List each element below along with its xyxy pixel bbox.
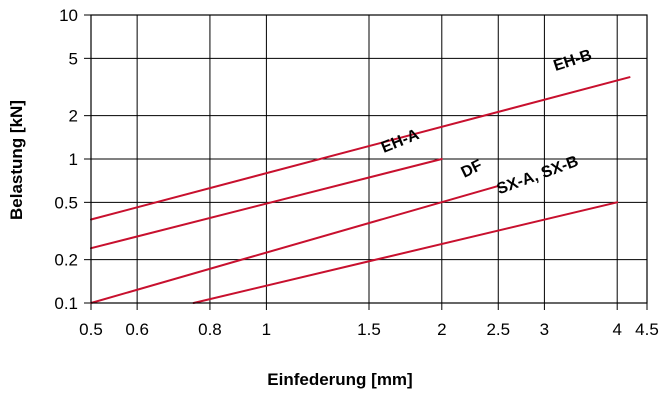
series-label: EH-B [552,47,594,75]
y-tick-labels: 0.1 0.2 0.5 1 2 5 10 [54,6,78,313]
y-tick-label: 0.5 [54,193,78,212]
series-line-0 [90,76,631,221]
series-labels: EH-B EH-A DF SX-A, SX-B [379,47,594,198]
series-lines [90,76,631,304]
y-tick-label: 10 [59,6,78,25]
y-tick-label: 0.1 [54,294,78,313]
y-tick-label: 1 [69,150,78,169]
series-label: DF [459,157,486,182]
series-line-1 [90,158,443,250]
plot-frame [90,14,648,304]
series-label: SX-A, SX-B [495,153,581,198]
y-tick-label: 2 [69,107,78,126]
series-label: EH-A [379,126,422,157]
series-line-2 [90,184,500,304]
series-line-3 [192,201,619,304]
x-tick-label: 2 [437,320,446,339]
x-tick-label: 4.5 [635,320,659,339]
x-tick-label: 4 [612,320,621,339]
x-tick-label: 1.5 [357,320,381,339]
y-axis-title: Belastung [kN] [7,100,26,220]
y-tick-label: 0.2 [54,251,78,270]
x-axis-title: Einfederung [mm] [267,370,412,389]
x-tick-label: 0.5 [79,320,103,339]
x-tick-label: 0.8 [198,320,222,339]
x-tick-label: 2.5 [486,320,510,339]
y-tick-label: 5 [69,49,78,68]
x-tick-label: 3 [540,320,549,339]
x-tick-label: 0.6 [125,320,149,339]
x-tick-labels: 0.5 0.6 0.8 1 1.5 2 2.5 3 4 4.5 [79,320,659,339]
x-tick-label: 1 [262,320,271,339]
